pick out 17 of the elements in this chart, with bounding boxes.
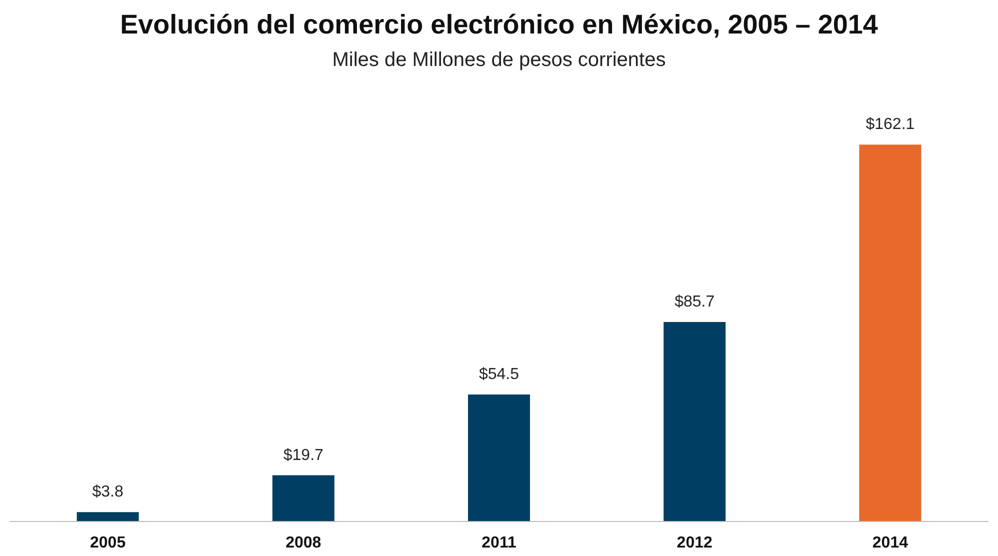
- data-label: $54.5: [478, 366, 520, 383]
- bar: [272, 475, 334, 521]
- chart-subtitle: Miles de Millones de pesos corrientes: [332, 49, 666, 71]
- x-tick-label: 2005: [90, 534, 126, 552]
- data-label: $19.7: [283, 446, 324, 464]
- x-tick-label: 2011: [482, 534, 516, 552]
- bar: [468, 394, 530, 521]
- bar: [76, 512, 139, 521]
- bar: [859, 144, 922, 521]
- bar: [664, 322, 726, 521]
- data-label: $85.7: [674, 293, 715, 310]
- x-tick-label: 2014: [872, 534, 908, 552]
- data-label: $3.8: [92, 484, 124, 501]
- x-tick-label: 2012: [676, 534, 712, 552]
- x-tick-label: 2008: [286, 534, 322, 552]
- data-label: $162.1: [866, 116, 915, 134]
- chart-title: Evolución del comercio electrónico en México, 2005 – 2014: [120, 10, 878, 40]
